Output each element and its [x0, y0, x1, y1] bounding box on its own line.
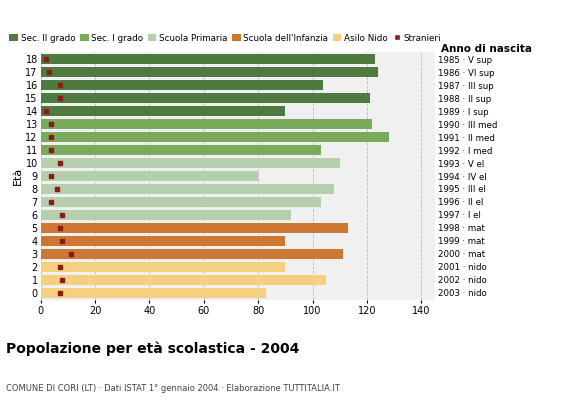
Bar: [41, 132, 389, 142]
Legend: Sec. II grado, Sec. I grado, Scuola Primaria, Scuola dell'Infanzia, Asilo Nido, : Sec. II grado, Sec. I grado, Scuola Prim…: [9, 34, 441, 43]
Bar: [41, 54, 375, 64]
Bar: [41, 262, 285, 272]
Bar: [41, 106, 285, 116]
Bar: [41, 249, 343, 259]
Bar: [41, 145, 321, 155]
Bar: [41, 223, 348, 233]
Bar: [41, 236, 285, 246]
Bar: [41, 171, 258, 181]
Y-axis label: Età: Età: [13, 167, 23, 185]
Text: COMUNE DI CORI (LT) · Dati ISTAT 1° gennaio 2004 · Elaborazione TUTTITALIA.IT: COMUNE DI CORI (LT) · Dati ISTAT 1° genn…: [6, 384, 340, 393]
Text: Anno di nascita: Anno di nascita: [441, 44, 532, 54]
Bar: [41, 158, 340, 168]
Bar: [41, 67, 378, 77]
Bar: [41, 197, 321, 207]
Bar: [41, 184, 334, 194]
Bar: [41, 288, 266, 298]
Bar: [41, 275, 326, 285]
Bar: [41, 93, 369, 103]
Bar: [41, 119, 372, 129]
Bar: [41, 80, 324, 90]
Bar: [41, 210, 291, 220]
Text: Popolazione per età scolastica - 2004: Popolazione per età scolastica - 2004: [6, 342, 299, 356]
